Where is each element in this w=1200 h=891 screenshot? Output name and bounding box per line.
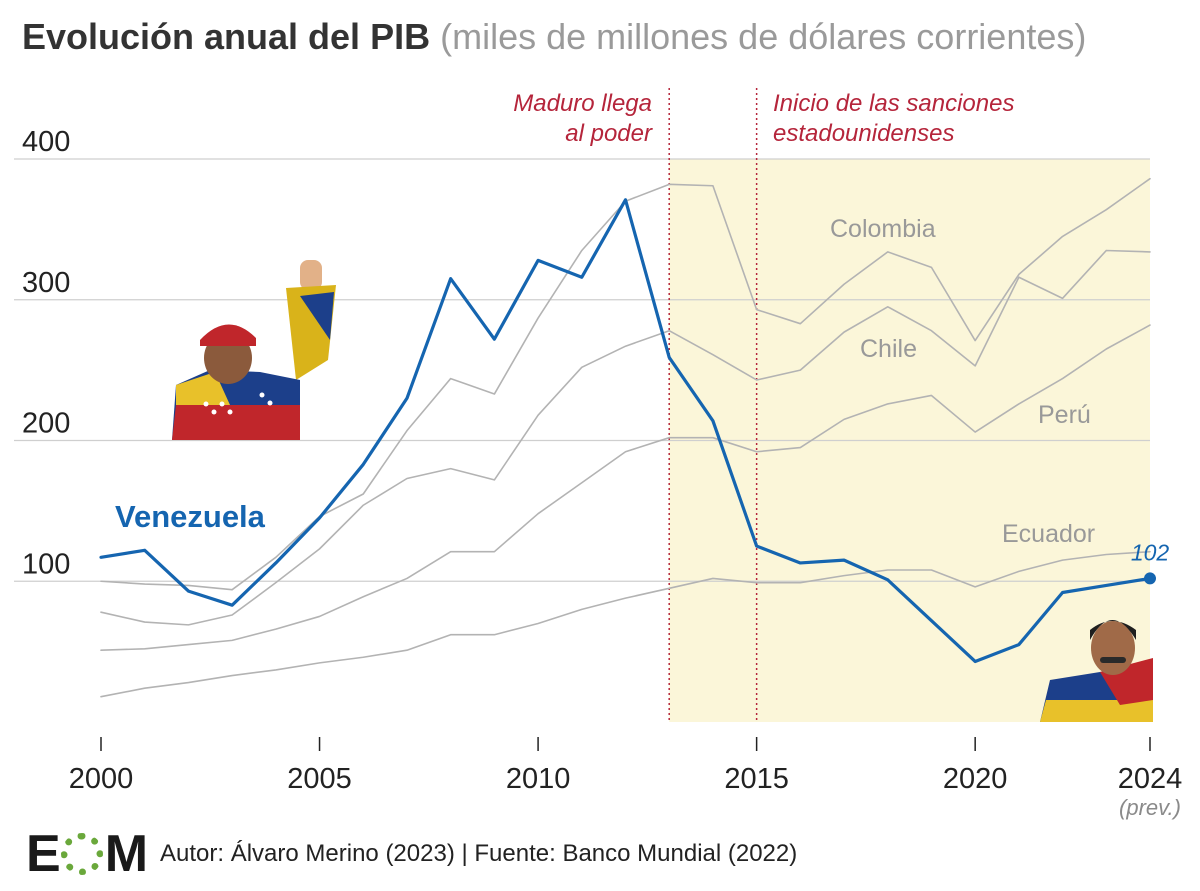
x-tick-label-2024: 2024 bbox=[1118, 763, 1183, 795]
series-label-perú: Perú bbox=[1038, 401, 1091, 429]
x-tick-label-2020: 2020 bbox=[943, 763, 1008, 795]
x-axis-ticks: 2000 2005 2010 2015 2020 2024 bbox=[69, 737, 1183, 795]
event-markers bbox=[668, 88, 758, 722]
series-label-colombia: Colombia bbox=[830, 215, 936, 243]
sanctions-annotation: Inicio de las sanciones estadounidenses bbox=[773, 90, 1014, 147]
logo-letter-e: E bbox=[26, 825, 61, 883]
footer: E M Autor: Álvaro Merino (2023) | Fuente… bbox=[26, 824, 798, 884]
series-line-venezuela bbox=[99, 198, 1152, 664]
x-tick-label-2000: 2000 bbox=[69, 763, 134, 795]
sanctions-annotation-line-1: Inicio de las sanciones bbox=[773, 90, 1014, 117]
maduro-annotation: Maduro llega al poder bbox=[513, 90, 653, 147]
venezuela-2024-value: 102 bbox=[1131, 539, 1170, 565]
y-tick-label-400: 400 bbox=[22, 126, 70, 158]
eom-logo: E M bbox=[26, 824, 148, 884]
venezuela-2024-dot bbox=[1144, 572, 1156, 585]
sanctions-annotation-line-2: estadounidenses bbox=[773, 120, 954, 147]
logo-circle-icon bbox=[60, 833, 103, 875]
series-line-chile bbox=[100, 249, 1151, 626]
maduro-annotation-line-1: Maduro llega bbox=[513, 90, 652, 117]
logo-letter-m: M bbox=[104, 825, 148, 883]
x-tick-label-2010: 2010 bbox=[506, 763, 571, 795]
maduro-annotation-line-2: al poder bbox=[565, 120, 653, 147]
series-label-ecuador: Ecuador bbox=[1002, 520, 1095, 548]
title-subtitle: (miles de millones de dólares corrientes… bbox=[440, 16, 1087, 57]
maduro-photo bbox=[1040, 620, 1153, 722]
series-line-perú bbox=[100, 324, 1151, 652]
series-label-venezuela: Venezuela bbox=[115, 499, 266, 534]
x-tick-label-2005: 2005 bbox=[287, 763, 352, 795]
series-lines bbox=[99, 177, 1152, 698]
chart-title: Evolución anual del PIB (miles de millon… bbox=[22, 16, 1086, 58]
series-label-chile: Chile bbox=[860, 335, 917, 363]
y-tick-label-300: 300 bbox=[22, 267, 70, 299]
y-tick-label-100: 100 bbox=[22, 548, 70, 580]
series-line-ecuador bbox=[100, 550, 1151, 698]
prev-note: (prev.) bbox=[1119, 795, 1181, 820]
y-tick-label-200: 200 bbox=[22, 408, 70, 440]
series-labels: Venezuela Colombia Chile Perú Ecuador bbox=[115, 215, 1095, 548]
chavez-photo bbox=[172, 260, 336, 440]
y-axis-ticks: 100 200 300 400 bbox=[22, 126, 70, 580]
credits-text: Autor: Álvaro Merino (2023) | Fuente: Ba… bbox=[160, 840, 798, 867]
x-tick-label-2015: 2015 bbox=[724, 763, 789, 795]
venezuela-end-marker: 102 bbox=[1131, 539, 1170, 585]
title-main: Evolución anual del PIB bbox=[22, 16, 431, 57]
